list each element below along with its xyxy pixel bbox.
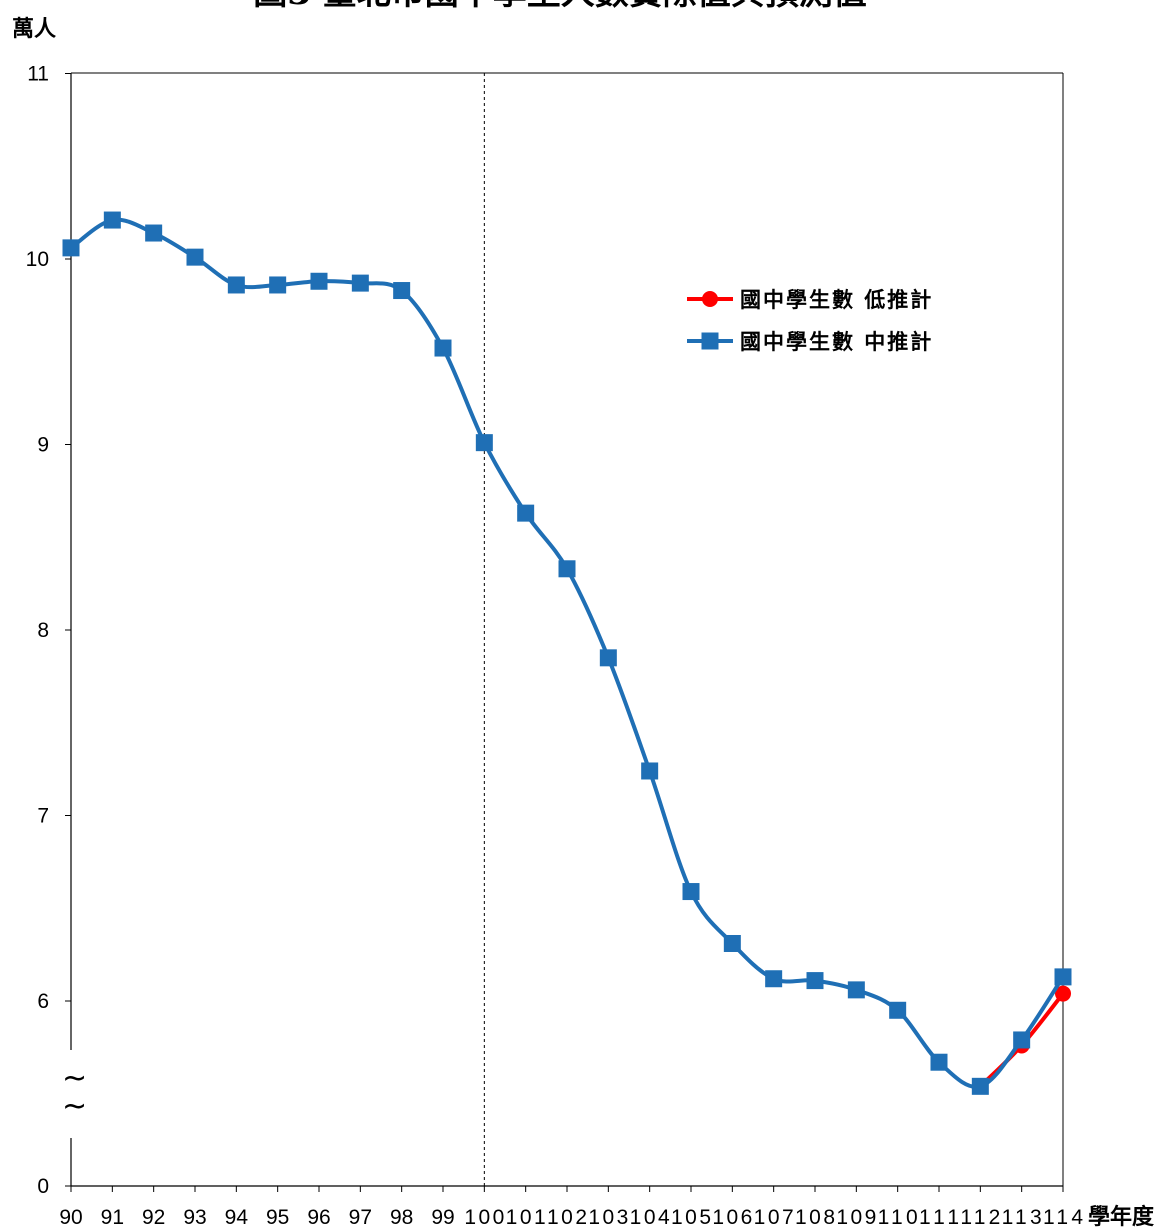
- y-tick-label: 0: [37, 1175, 49, 1198]
- y-tick-label: 10: [26, 248, 49, 271]
- legend-item: 國中學生數 低推計: [687, 288, 933, 312]
- y-axis-ticks: 0 6 7 8 9 10 11: [26, 63, 71, 1198]
- x-tick-label: 114: [1043, 1206, 1083, 1229]
- data-point-square: [103, 211, 121, 229]
- x-tick-label: 101: [506, 1206, 546, 1229]
- data-point-square: [765, 970, 783, 988]
- x-tick-label: 106: [712, 1206, 752, 1229]
- x-tick-label: 91: [101, 1206, 124, 1229]
- data-point-square: [641, 762, 659, 780]
- data-point-circle: [1055, 985, 1071, 1002]
- axis-break-mark-lower: ~: [62, 1089, 87, 1124]
- legend-marker-circle: [702, 291, 718, 307]
- x-tick-label: 93: [183, 1206, 206, 1229]
- data-point-square: [186, 248, 204, 266]
- x-tick-label: 108: [795, 1206, 835, 1229]
- data-point-square: [558, 560, 576, 578]
- data-point-square: [393, 282, 411, 300]
- series-layer: [62, 211, 1072, 1095]
- data-point-square: [351, 274, 369, 292]
- x-tick-label: 90: [59, 1206, 82, 1229]
- data-point-square: [475, 434, 493, 452]
- data-point-square: [517, 504, 535, 522]
- y-tick-label: 9: [37, 434, 49, 457]
- legend-item: 國中學生數 中推計: [687, 330, 933, 354]
- legend-marker-square: [701, 332, 719, 350]
- x-tick-label: 103: [588, 1206, 628, 1229]
- legend-label: 國中學生數 中推計: [740, 330, 933, 354]
- data-point-square: [227, 276, 245, 294]
- series-medium-projection: [62, 211, 1072, 1095]
- data-point-square: [310, 272, 328, 290]
- x-axis-unit-label: 學年度: [1088, 1204, 1155, 1230]
- data-point-square: [145, 224, 163, 242]
- y-tick-label: 8: [37, 619, 49, 642]
- x-tick-label: 99: [431, 1206, 454, 1229]
- y-tick-label: 6: [37, 990, 49, 1013]
- y-axis-unit-label: 萬人: [12, 17, 56, 42]
- x-tick-label: 98: [390, 1206, 413, 1229]
- data-point-square: [1013, 1031, 1031, 1049]
- legend-label: 國中學生數 低推計: [740, 288, 933, 312]
- x-tick-label: 102: [547, 1206, 587, 1229]
- axis-break-mark-upper: ~: [62, 1061, 87, 1096]
- x-tick-label: 107: [754, 1206, 794, 1229]
- x-tick-label: 112: [960, 1206, 1000, 1229]
- data-point-square: [930, 1053, 948, 1071]
- x-tick-label: 111: [919, 1206, 959, 1229]
- data-point-square: [1054, 968, 1072, 986]
- data-point-square: [723, 934, 741, 952]
- x-tick-label: 100: [464, 1206, 504, 1229]
- data-point-square: [806, 972, 824, 990]
- x-tick-label: 104: [630, 1206, 670, 1229]
- x-tick-label: 110: [878, 1206, 918, 1229]
- data-point-square: [971, 1077, 989, 1095]
- x-axis-ticks: 90 91 92 93 94 95 96 97 98 99 100 101 102 103 104 105 10…: [59, 1186, 1083, 1229]
- x-tick-label: 94: [225, 1206, 249, 1229]
- data-point-square: [847, 981, 865, 999]
- data-point-square: [62, 239, 80, 257]
- chart-title: 圖3 臺北市國中學生人數實際值與預測值: [253, 0, 867, 13]
- y-tick-label: 11: [27, 63, 49, 86]
- axes: ~~: [62, 72, 1064, 1187]
- data-point-square: [889, 1001, 907, 1019]
- x-tick-label: 96: [307, 1206, 330, 1229]
- x-tick-label: 113: [1002, 1206, 1042, 1229]
- x-tick-label: 105: [671, 1206, 711, 1229]
- y-tick-label: 7: [37, 805, 49, 828]
- data-point-square: [682, 883, 700, 901]
- x-tick-label: 95: [266, 1206, 289, 1229]
- x-tick-label: 109: [836, 1206, 876, 1229]
- data-point-square: [599, 649, 617, 667]
- x-tick-label: 92: [142, 1206, 165, 1229]
- data-point-square: [269, 276, 287, 294]
- data-point-square: [434, 339, 452, 357]
- x-tick-label: 97: [349, 1206, 372, 1229]
